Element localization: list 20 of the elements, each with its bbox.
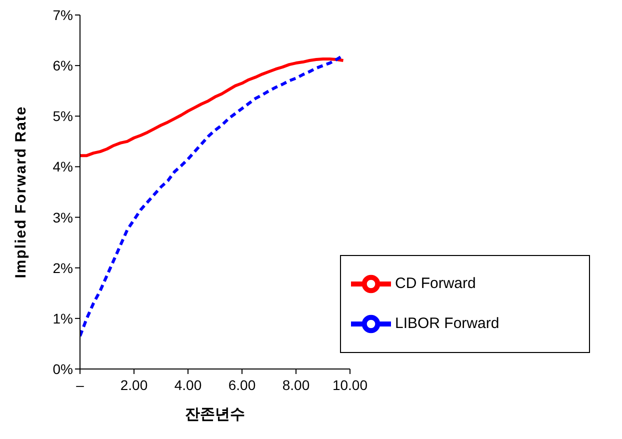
legend-label: LIBOR Forward [395, 314, 500, 332]
x-tick-label: 4.00 [174, 376, 202, 393]
x-tick-label: – [76, 376, 84, 393]
line-series [80, 57, 345, 158]
y-tick-label: 2% [52, 260, 73, 276]
x-tick-label: 8.00 [282, 376, 310, 393]
y-tick-label: 1% [52, 310, 73, 326]
x-tick-label: 10.00 [332, 376, 368, 393]
y-tick-label: 3% [52, 209, 73, 226]
line-series [80, 55, 342, 338]
y-tick-label: 4% [52, 158, 73, 175]
y-tick-label: 5% [52, 108, 73, 124]
y-tick-label: 7% [52, 6, 73, 23]
legend-label: CD Forward [395, 274, 476, 292]
x-axis-title: 잔존년수 [185, 406, 245, 423]
y-axis-title: Implied Forward Rate [12, 106, 30, 278]
y-tick-label: 0% [52, 360, 73, 377]
y-tick-label: 6% [52, 58, 73, 74]
x-tick-label: 6.00 [228, 376, 256, 393]
x-tick-label: 2.00 [120, 376, 148, 393]
